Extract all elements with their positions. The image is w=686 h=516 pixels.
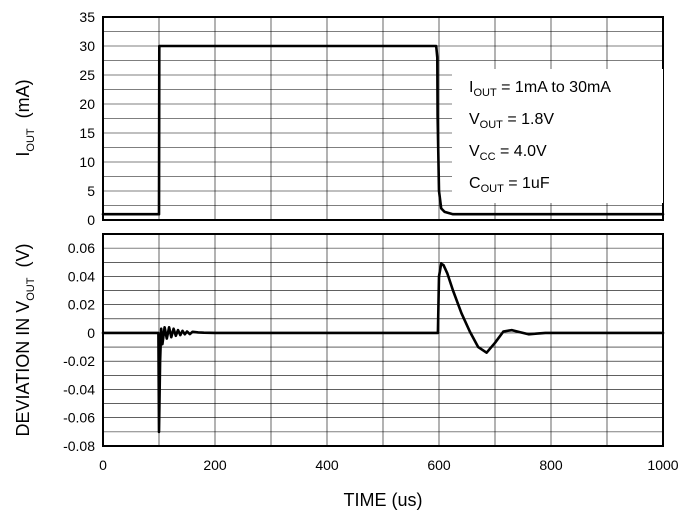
y-tick-label: 0.06 <box>68 240 95 256</box>
vout-deviation-trace <box>101 262 665 434</box>
y-tick-label: 5 <box>87 183 95 199</box>
y-tick-label: 30 <box>79 38 95 54</box>
y-tick-label: 0.04 <box>68 268 95 284</box>
y-tick-label: -0.04 <box>63 381 95 397</box>
y-tick-label: -0.08 <box>63 438 95 454</box>
annotations: IOUT = 1mA to 30mA VOUT = 1.8V VCC = 4.0… <box>469 79 611 195</box>
bottom-plot-frame <box>102 233 664 447</box>
bottom-y-tick-labels: -0.08 -0.06 -0.04 -0.02 0 0.02 0.04 0.06 <box>63 240 95 454</box>
x-tick-label: 600 <box>427 457 451 473</box>
y-tick-label: -0.02 <box>63 353 95 369</box>
y-tick-label: 25 <box>79 67 95 83</box>
iout-trace <box>101 44 665 216</box>
y-tick-label: 20 <box>79 96 95 112</box>
x-tick-label: 200 <box>203 457 227 473</box>
annotation-cout: COUT = 1uF <box>469 175 550 195</box>
bottom-y-axis-label: DEVIATION IN VOUT(V) <box>13 244 37 437</box>
annotation-vcc: VCC = 4.0V <box>469 143 547 163</box>
x-axis-label: TIME (us) <box>344 490 423 510</box>
y-tick-label: 15 <box>79 125 95 141</box>
y-tick-label: 0 <box>87 325 95 341</box>
bottom-grid <box>103 234 663 446</box>
y-tick-label: 35 <box>79 9 95 25</box>
y-tick-label: 0.02 <box>68 297 95 313</box>
annotation-iout: IOUT = 1mA to 30mA <box>469 79 611 99</box>
x-tick-labels: 0 200 400 600 800 1000 <box>99 457 679 473</box>
y-tick-label: -0.06 <box>63 410 95 426</box>
x-tick-label: 800 <box>539 457 563 473</box>
annotation-box <box>452 69 663 203</box>
y-tick-label: 0 <box>87 212 95 228</box>
top-y-tick-labels: 0 5 10 15 20 25 30 35 <box>79 9 95 228</box>
annotation-vout: VOUT = 1.8V <box>469 111 554 131</box>
y-tick-label: 10 <box>79 154 95 170</box>
x-tick-label: 1000 <box>647 457 678 473</box>
x-tick-label: 0 <box>99 457 107 473</box>
x-tick-label: 400 <box>315 457 339 473</box>
top-y-axis-label: IOUT(mA) <box>13 79 37 156</box>
